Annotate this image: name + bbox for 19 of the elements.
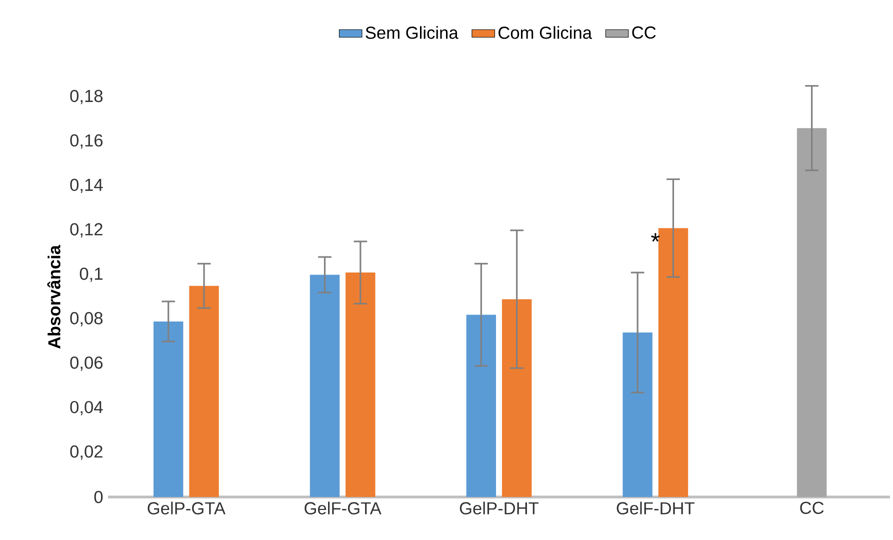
legend-label: CC	[632, 26, 656, 39]
x-tick-label: GelF-DHT	[616, 502, 694, 514]
x-tick-label: GelP-GTA	[148, 502, 226, 514]
y-tick-label: 0,16	[70, 134, 103, 149]
legend-label: Com Glicina	[498, 26, 592, 39]
legend-label: Sem Glicina	[366, 26, 458, 39]
y-tick-label: 0,18	[70, 90, 103, 104]
y-tick-label: 0,04	[70, 400, 103, 416]
y-tick-label: 0,08	[70, 312, 103, 326]
y-tick-label: 0	[94, 490, 103, 504]
x-tick-label: CC	[800, 502, 824, 514]
y-tick-label: 0,1	[80, 268, 102, 282]
y-tick-label: 0,14	[70, 178, 103, 194]
y-tick-label: 0,02	[70, 445, 102, 460]
x-tick-label: GelF-GTA	[304, 502, 382, 514]
y-axis-title: Absorvância	[47, 244, 60, 349]
y-tick-label: 0,06	[70, 356, 103, 371]
y-tick-label: 0,12	[70, 223, 102, 238]
x-tick-label: GelP-DHT	[460, 502, 539, 514]
